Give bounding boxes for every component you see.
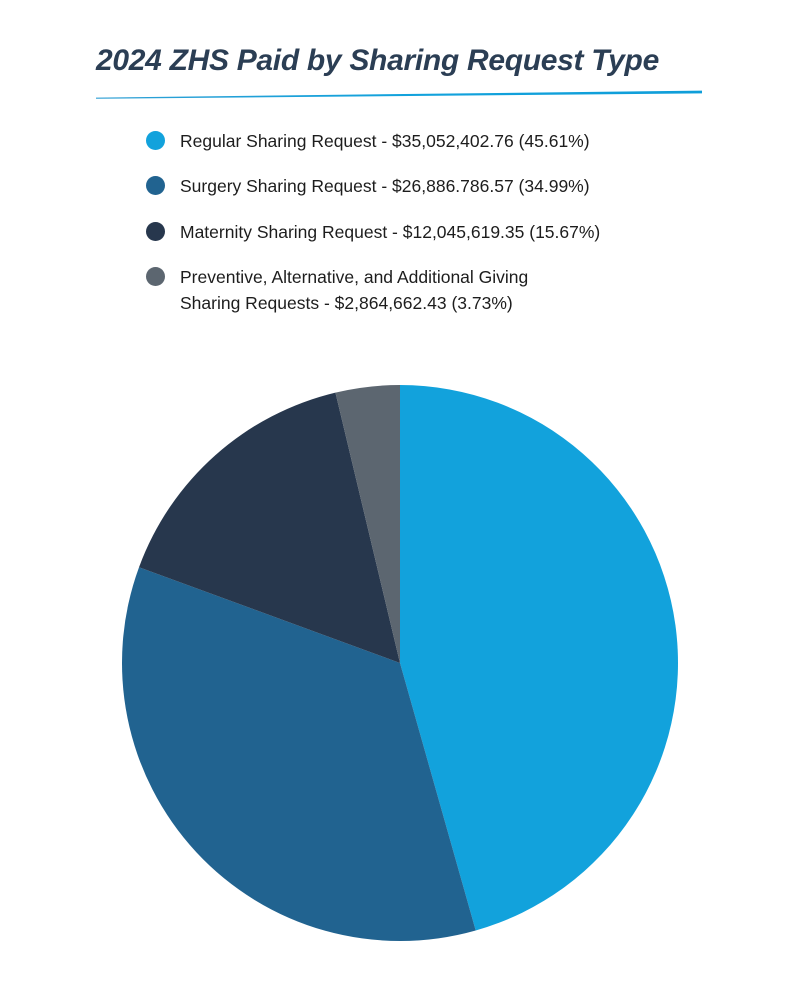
legend-swatch-icon: [146, 266, 165, 286]
title-accent-rule: [96, 90, 702, 99]
legend-swatch-icon: [146, 176, 165, 196]
legend-item-label: Maternity Sharing Request - $12,045,619.…: [180, 221, 601, 242]
pie-slice: [335, 385, 400, 663]
page-title: 2024 ZHS Paid by Sharing Request Type: [96, 44, 659, 77]
legend-swatch-icon: [146, 131, 165, 150]
pie-chart-svg: [122, 385, 678, 941]
legend-item-label: Surgery Sharing Request - $26,886.786.57…: [180, 176, 590, 197]
pie-chart: [122, 385, 678, 941]
pie-slice: [400, 385, 678, 931]
pie-slice: [139, 392, 401, 663]
legend-item: Regular Sharing Request - $35,052,402.76…: [146, 128, 766, 154]
legend-item: Maternity Sharing Request - $12,045,619.…: [146, 219, 766, 245]
legend-item: Preventive, Alternative, and Additional …: [146, 264, 766, 317]
pie-slice: [122, 567, 476, 941]
legend-item: Surgery Sharing Request - $26,886.786.57…: [146, 173, 766, 199]
legend-item-label: Preventive, Alternative, and Additional …: [180, 266, 529, 313]
legend-swatch-icon: [146, 221, 165, 241]
chart-legend: Regular Sharing Request - $35,052,402.76…: [146, 128, 766, 335]
legend-item-label: Regular Sharing Request - $35,052,402.76…: [180, 131, 590, 151]
